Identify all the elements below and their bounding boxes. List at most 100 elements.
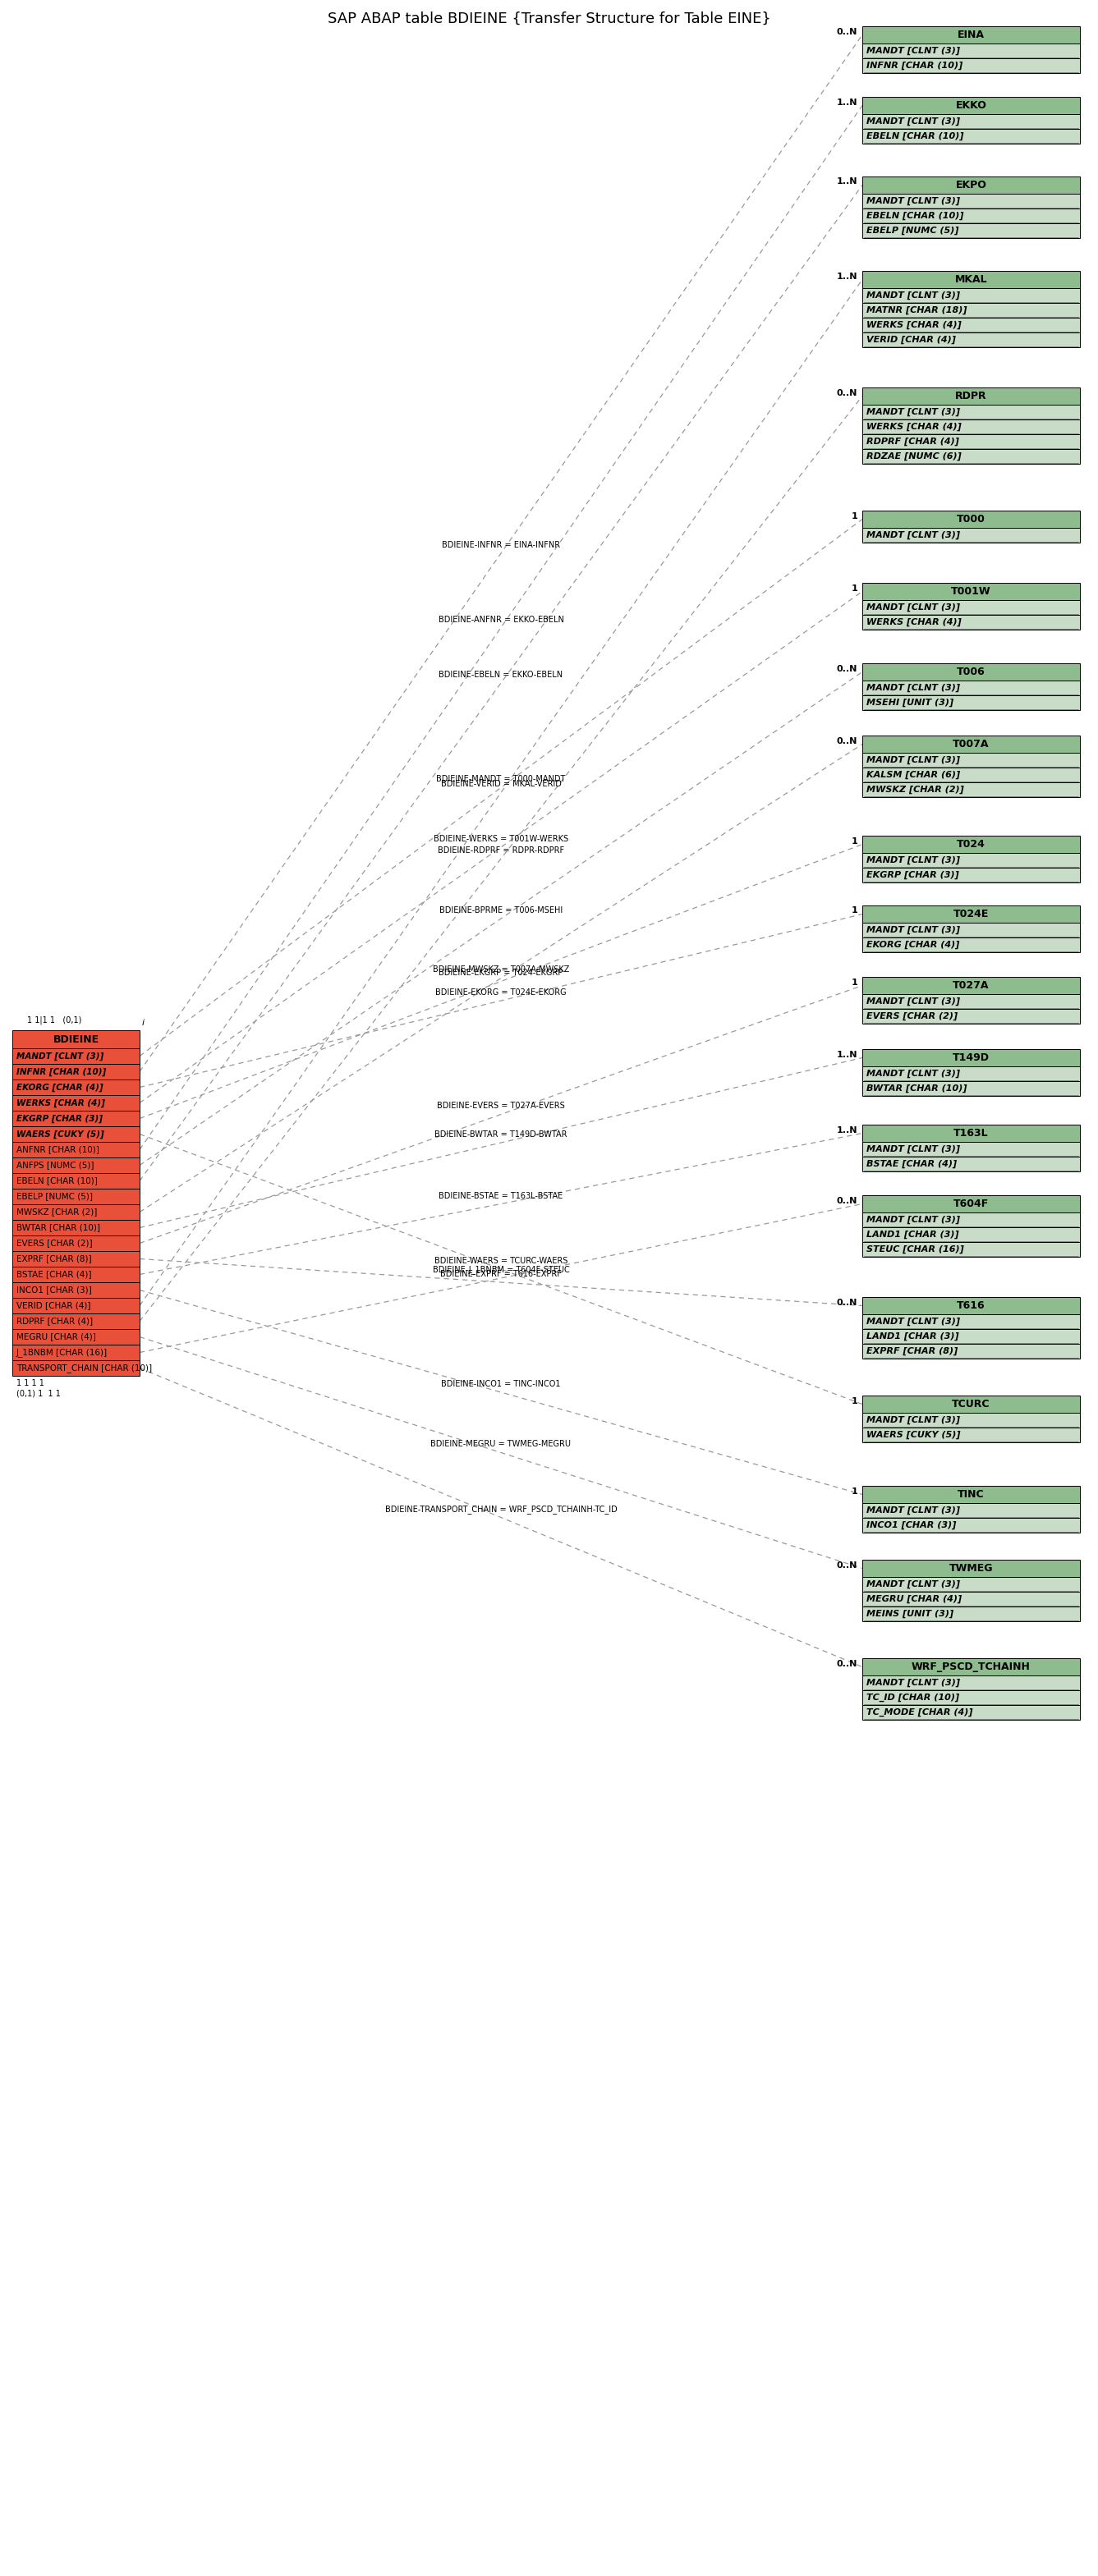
Text: 1..N: 1..N [837, 1051, 858, 1059]
Text: EKORG [CHAR (4)]: EKORG [CHAR (4)] [866, 940, 960, 948]
FancyBboxPatch shape [12, 1267, 139, 1283]
FancyBboxPatch shape [862, 1607, 1080, 1620]
Text: EBELN [CHAR (10)]: EBELN [CHAR (10)] [16, 1177, 98, 1185]
Text: BDIEINE-J_1BNBM = T604F-STEUC: BDIEINE-J_1BNBM = T604F-STEUC [433, 1265, 570, 1275]
Text: 1: 1 [851, 1486, 858, 1494]
Text: TRANSPORT_CHAIN [CHAR (10)]: TRANSPORT_CHAIN [CHAR (10)] [16, 1363, 152, 1373]
FancyBboxPatch shape [862, 1674, 1080, 1690]
FancyBboxPatch shape [862, 178, 1080, 193]
FancyBboxPatch shape [862, 209, 1080, 224]
Text: EBELN [CHAR (10)]: EBELN [CHAR (10)] [866, 131, 964, 142]
FancyBboxPatch shape [862, 386, 1080, 404]
Text: EXPRF [CHAR (8)]: EXPRF [CHAR (8)] [16, 1255, 91, 1262]
FancyBboxPatch shape [862, 835, 1080, 853]
FancyBboxPatch shape [862, 600, 1080, 616]
FancyBboxPatch shape [862, 129, 1080, 144]
Text: 1..N: 1..N [837, 1126, 858, 1133]
FancyBboxPatch shape [12, 1221, 139, 1236]
FancyBboxPatch shape [862, 1226, 1080, 1242]
FancyBboxPatch shape [862, 448, 1080, 464]
FancyBboxPatch shape [862, 1195, 1080, 1213]
FancyBboxPatch shape [862, 44, 1080, 59]
FancyBboxPatch shape [862, 868, 1080, 884]
Text: INFNR [CHAR (10)]: INFNR [CHAR (10)] [16, 1066, 107, 1077]
Text: MANDT [CLNT (3)]: MANDT [CLNT (3)] [866, 1146, 960, 1154]
Text: 1: 1 [851, 585, 858, 592]
FancyBboxPatch shape [862, 332, 1080, 348]
Text: WAERS [CUKY (5)]: WAERS [CUKY (5)] [16, 1131, 104, 1139]
FancyBboxPatch shape [862, 1486, 1080, 1502]
Text: (0,1) 1  1 1: (0,1) 1 1 1 [16, 1391, 60, 1399]
FancyBboxPatch shape [862, 616, 1080, 629]
FancyBboxPatch shape [862, 1345, 1080, 1358]
Text: MANDT [CLNT (3)]: MANDT [CLNT (3)] [866, 196, 960, 206]
FancyBboxPatch shape [862, 1705, 1080, 1721]
Text: MSEHI [UNIT (3)]: MSEHI [UNIT (3)] [866, 698, 953, 706]
Text: BDIEINE-WERKS = T001W-WERKS: BDIEINE-WERKS = T001W-WERKS [434, 835, 569, 842]
Text: 0..N: 0..N [837, 1659, 858, 1667]
Text: TC_MODE [CHAR (4)]: TC_MODE [CHAR (4)] [866, 1708, 973, 1716]
FancyBboxPatch shape [862, 1690, 1080, 1705]
Text: BDIEINE-BSTAE = T163L-BSTAE: BDIEINE-BSTAE = T163L-BSTAE [439, 1193, 563, 1200]
Text: BDIEINE-EKORG = T024E-EKORG: BDIEINE-EKORG = T024E-EKORG [436, 989, 567, 997]
Text: WERKS [CHAR (4)]: WERKS [CHAR (4)] [866, 322, 962, 330]
Text: INCO1 [CHAR (3)]: INCO1 [CHAR (3)] [16, 1285, 92, 1293]
FancyBboxPatch shape [862, 662, 1080, 680]
FancyBboxPatch shape [862, 1427, 1080, 1443]
FancyBboxPatch shape [862, 26, 1080, 44]
FancyBboxPatch shape [862, 737, 1080, 752]
FancyBboxPatch shape [862, 1314, 1080, 1329]
Text: MATNR [CHAR (18)]: MATNR [CHAR (18)] [866, 307, 967, 314]
Text: MANDT [CLNT (3)]: MANDT [CLNT (3)] [866, 603, 960, 611]
Text: RDPR: RDPR [955, 392, 987, 402]
Text: T007A: T007A [953, 739, 989, 750]
Text: BDIEINE-MANDT = T000-MANDT: BDIEINE-MANDT = T000-MANDT [436, 775, 565, 783]
FancyBboxPatch shape [862, 1010, 1080, 1023]
FancyBboxPatch shape [862, 1577, 1080, 1592]
Text: T604F: T604F [953, 1198, 989, 1208]
Text: WERKS [CHAR (4)]: WERKS [CHAR (4)] [866, 618, 962, 626]
Text: ANFPS [NUMC (5)]: ANFPS [NUMC (5)] [16, 1162, 94, 1170]
Text: BDIEINE-INCO1 = TINC-INCO1: BDIEINE-INCO1 = TINC-INCO1 [441, 1381, 561, 1388]
FancyBboxPatch shape [12, 1360, 139, 1376]
Text: T027A: T027A [953, 979, 989, 992]
Text: BWTAR [CHAR (10)]: BWTAR [CHAR (10)] [866, 1084, 967, 1092]
FancyBboxPatch shape [862, 1213, 1080, 1226]
Text: 1..N: 1..N [837, 98, 858, 106]
Text: 0..N: 0..N [837, 389, 858, 397]
Text: MANDT [CLNT (3)]: MANDT [CLNT (3)] [866, 531, 960, 538]
Text: MANDT [CLNT (3)]: MANDT [CLNT (3)] [866, 1579, 960, 1589]
Text: EVERS [CHAR (2)]: EVERS [CHAR (2)] [866, 1012, 957, 1020]
Text: T149D: T149D [953, 1054, 989, 1064]
FancyBboxPatch shape [12, 1095, 139, 1110]
Text: BDIEINE-EKGRP = T024-EKGRP: BDIEINE-EKGRP = T024-EKGRP [439, 969, 563, 976]
FancyBboxPatch shape [862, 98, 1080, 113]
Text: STEUC [CHAR (16)]: STEUC [CHAR (16)] [866, 1244, 964, 1255]
Text: MANDT [CLNT (3)]: MANDT [CLNT (3)] [866, 291, 960, 299]
Text: T006: T006 [956, 667, 985, 677]
Text: MEGRU [CHAR (4)]: MEGRU [CHAR (4)] [16, 1332, 96, 1342]
Text: WERKS [CHAR (4)]: WERKS [CHAR (4)] [16, 1100, 105, 1108]
Text: T616: T616 [956, 1301, 985, 1311]
Text: INFNR [CHAR (10)]: INFNR [CHAR (10)] [866, 62, 963, 70]
Text: BWTAR [CHAR (10)]: BWTAR [CHAR (10)] [16, 1224, 100, 1231]
FancyBboxPatch shape [862, 1659, 1080, 1674]
FancyBboxPatch shape [12, 1030, 139, 1048]
Text: BDIEINE-EXPRF = T616-EXPRF: BDIEINE-EXPRF = T616-EXPRF [440, 1270, 562, 1278]
FancyBboxPatch shape [862, 853, 1080, 868]
Text: BDIEINE-ANFNR = EKKO-EBELN: BDIEINE-ANFNR = EKKO-EBELN [438, 616, 563, 623]
FancyBboxPatch shape [862, 59, 1080, 72]
FancyBboxPatch shape [862, 1048, 1080, 1066]
Text: EBELP [NUMC (5)]: EBELP [NUMC (5)] [866, 227, 959, 234]
FancyBboxPatch shape [12, 1188, 139, 1203]
Text: MANDT [CLNT (3)]: MANDT [CLNT (3)] [866, 855, 960, 866]
FancyBboxPatch shape [862, 582, 1080, 600]
FancyBboxPatch shape [862, 1126, 1080, 1141]
Text: EKGRP [CHAR (3)]: EKGRP [CHAR (3)] [16, 1115, 102, 1123]
Text: 1: 1 [851, 1396, 858, 1404]
Text: BSTAE [CHAR (4)]: BSTAE [CHAR (4)] [866, 1159, 956, 1170]
FancyBboxPatch shape [862, 1082, 1080, 1095]
Text: BDIEINE-MEGRU = TWMEG-MEGRU: BDIEINE-MEGRU = TWMEG-MEGRU [430, 1440, 571, 1448]
Text: EKORG [CHAR (4)]: EKORG [CHAR (4)] [16, 1082, 103, 1092]
Text: MANDT [CLNT (3)]: MANDT [CLNT (3)] [866, 997, 960, 1005]
